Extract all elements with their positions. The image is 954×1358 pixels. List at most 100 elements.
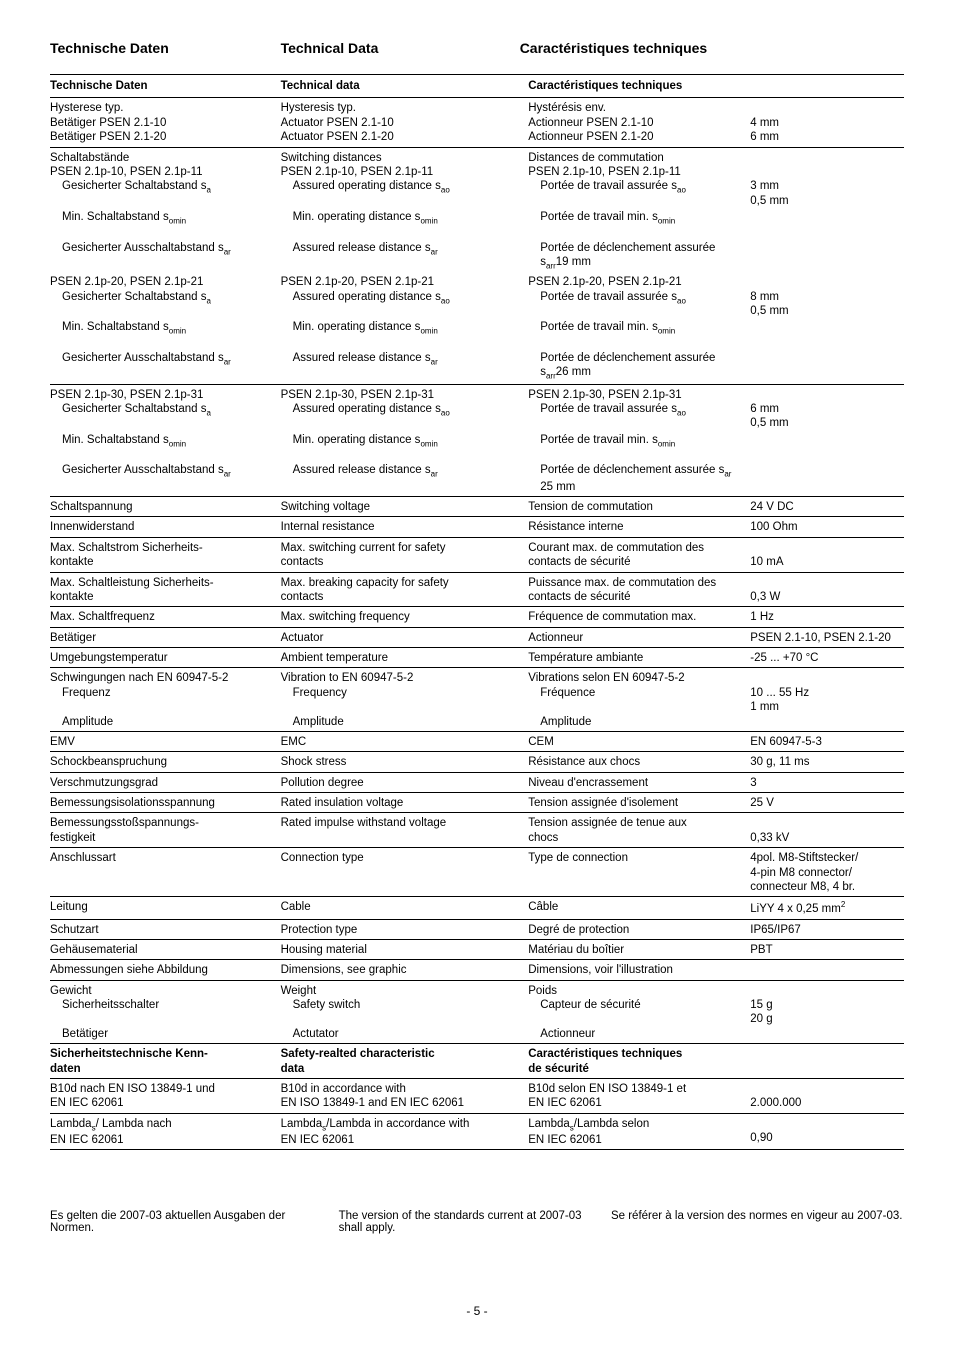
cell-fr: Courant max. de commutation descontacts …	[528, 537, 750, 572]
cell-en: Max. switching current for safetycontact…	[281, 537, 529, 572]
cell-fr: Dimensions, voir l'illustration	[528, 960, 750, 980]
table-row: SchutzartProtection typeDegré de protect…	[50, 919, 904, 939]
cell-en: Max. breaking capacity for safetycontact…	[281, 572, 529, 607]
table-row: BetätigerActuatorActionneurPSEN 2.1-10, …	[50, 627, 904, 647]
cell-fr: Type de connection	[528, 848, 750, 897]
cell-value: 25 V	[750, 793, 904, 813]
cell-value: PBT	[750, 939, 904, 959]
cell-value: 0,90	[750, 1113, 904, 1150]
cell-fr: Tension de commutation	[528, 497, 750, 517]
cell-de: Schaltspannung	[50, 497, 281, 517]
cell-en: Ambient temperature	[281, 648, 529, 668]
cell-de: Lambdas/ Lambda nachEN IEC 62061	[50, 1113, 281, 1150]
table-row: BemessungsisolationsspannungRated insula…	[50, 793, 904, 813]
cell-fr: Tension assignée de tenue auxchocs	[528, 813, 750, 848]
page: Technische Daten Technical Data Caractér…	[50, 40, 904, 1318]
cell-value: 24 V DC	[750, 497, 904, 517]
cell-en: Protection type	[281, 919, 529, 939]
cell-value: EN 60947-5-3	[750, 731, 904, 751]
section-headings: Technische Daten Technical Data Caractér…	[50, 40, 904, 56]
cell-fr: Vibrations selon EN 60947-5-2FréquenceAm…	[528, 668, 750, 732]
cell-value: 30 g, 11 ms	[750, 752, 904, 772]
cell-en: Actuator	[281, 627, 529, 647]
cell-de: Betätiger	[50, 627, 281, 647]
cell-value: 2.000.000	[750, 1078, 904, 1113]
cell-fr: Résistance interne	[528, 517, 750, 537]
cell-de: Bemessungsisolationsspannung	[50, 793, 281, 813]
th-fr: Caractéristiques techniques	[528, 75, 750, 98]
cell-de: PSEN 2.1p-30, PSEN 2.1p-31Gesicherter Sc…	[50, 384, 281, 496]
cell-fr: Actionneur	[528, 627, 750, 647]
cell-fr: CEM	[528, 731, 750, 751]
cell-en: WeightSafety switchActutator	[281, 980, 529, 1044]
cell-fr: Puissance max. de commutation descontact…	[528, 572, 750, 607]
cell-en: Shock stress	[281, 752, 529, 772]
footnote-de: Es gelten die 2007-03 aktuellen Ausgaben…	[50, 1210, 339, 1234]
cell-fr: Lambdas/Lambda selonEN IEC 62061	[528, 1113, 750, 1150]
cell-de: GewichtSicherheitsschalterBetätiger	[50, 980, 281, 1044]
heading-de: Technische Daten	[50, 40, 281, 56]
cell-de: Bemessungsstoßspannungs-festigkeit	[50, 813, 281, 848]
table-row: Schwingungen nach EN 60947-5-2FrequenzAm…	[50, 668, 904, 732]
cell-value: 0,3 W	[750, 572, 904, 607]
table-row: Lambdas/ Lambda nachEN IEC 62061 Lambdas/…	[50, 1113, 904, 1150]
table-row: Max. Schaltleistung Sicherheits-kontakte…	[50, 572, 904, 607]
table-row: Bemessungsstoßspannungs-festigkeitRated …	[50, 813, 904, 848]
cell-value: 4 mm6 mm	[750, 98, 904, 147]
cell-de: Hysterese typ.Betätiger PSEN 2.1-10Betät…	[50, 98, 281, 147]
cell-value: 15 g20 g	[750, 980, 904, 1044]
table-row: B10d nach EN ISO 13849-1 undEN IEC 62061…	[50, 1078, 904, 1113]
cell-fr: Matériau du boîtier	[528, 939, 750, 959]
cell-en: Hysteresis typ.Actuator PSEN 2.1-10Actua…	[281, 98, 529, 147]
cell-de: EMV	[50, 731, 281, 751]
cell-de: Max. Schaltstrom Sicherheits-kontakte	[50, 537, 281, 572]
cell-fr: Température ambiante	[528, 648, 750, 668]
cell-value: 4pol. M8-Stiftstecker/4-pin M8 connector…	[750, 848, 904, 897]
cell-fr: Résistance aux chocs	[528, 752, 750, 772]
cell-en: Rated insulation voltage	[281, 793, 529, 813]
cell-de: Schwingungen nach EN 60947-5-2FrequenzAm…	[50, 668, 281, 732]
cell-fr: Niveau d'encrassement	[528, 772, 750, 792]
cell-de: B10d nach EN ISO 13849-1 undEN IEC 62061	[50, 1078, 281, 1113]
table-row: GehäusematerialHousing materialMatériau …	[50, 939, 904, 959]
cell-value: 10 ... 55 Hz1 mm	[750, 668, 904, 732]
cell-value: 1 Hz	[750, 607, 904, 627]
cell-fr: PSEN 2.1p-30, PSEN 2.1p-31Portée de trav…	[528, 384, 750, 496]
cell-en: Cable	[281, 897, 529, 919]
table-row: PSEN 2.1p-30, PSEN 2.1p-31Gesicherter Sc…	[50, 384, 904, 496]
th-de: Technische Daten	[50, 75, 281, 98]
cell-en: Safety-realted characteristicdata	[281, 1044, 529, 1079]
footnote-fr: Se référer à la version des normes en vi…	[611, 1210, 904, 1234]
page-number: - 5 -	[50, 1304, 904, 1318]
table-row: GewichtSicherheitsschalterBetätigerWeigh…	[50, 980, 904, 1044]
cell-en: Vibration to EN 60947-5-2FrequencyAmplit…	[281, 668, 529, 732]
cell-fr: Hystérésis env.Actionneur PSEN 2.1-10Act…	[528, 98, 750, 147]
table-row: AnschlussartConnection typeType de conne…	[50, 848, 904, 897]
cell-value: PSEN 2.1-10, PSEN 2.1-20	[750, 627, 904, 647]
cell-en: Dimensions, see graphic	[281, 960, 529, 980]
cell-en: Connection type	[281, 848, 529, 897]
cell-de: Sicherheitstechnische Kenn-daten	[50, 1044, 281, 1079]
th-val	[750, 75, 904, 98]
table-row: SchaltspannungSwitching voltageTension d…	[50, 497, 904, 517]
table-row: VerschmutzungsgradPollution degreeNiveau…	[50, 772, 904, 792]
cell-fr: Caractéristiques techniquesde sécurité	[528, 1044, 750, 1079]
footnotes: Es gelten die 2007-03 aktuellen Ausgaben…	[50, 1210, 904, 1234]
cell-de: Verschmutzungsgrad	[50, 772, 281, 792]
table-row: Max. Schaltstrom Sicherheits-kontakteMax…	[50, 537, 904, 572]
cell-en: PSEN 2.1p-30, PSEN 2.1p-31Assured operat…	[281, 384, 529, 496]
cell-de: Innenwiderstand	[50, 517, 281, 537]
cell-de: Max. Schaltleistung Sicherheits-kontakte	[50, 572, 281, 607]
cell-de: Abmessungen siehe Abbildung	[50, 960, 281, 980]
cell-en: Housing material	[281, 939, 529, 959]
cell-value	[750, 1044, 904, 1079]
cell-value: 10 mA	[750, 537, 904, 572]
cell-value: 100 Ohm	[750, 517, 904, 537]
cell-en: B10d in accordance withEN ISO 13849-1 an…	[281, 1078, 529, 1113]
cell-fr: Fréquence de commutation max.	[528, 607, 750, 627]
cell-fr: PoidsCapteur de sécuritéActionneur	[528, 980, 750, 1044]
table-row: InnenwiderstandInternal resistanceRésist…	[50, 517, 904, 537]
cell-en: Pollution degree	[281, 772, 529, 792]
cell-value: IP65/IP67	[750, 919, 904, 939]
table-row: Abmessungen siehe AbbildungDimensions, s…	[50, 960, 904, 980]
